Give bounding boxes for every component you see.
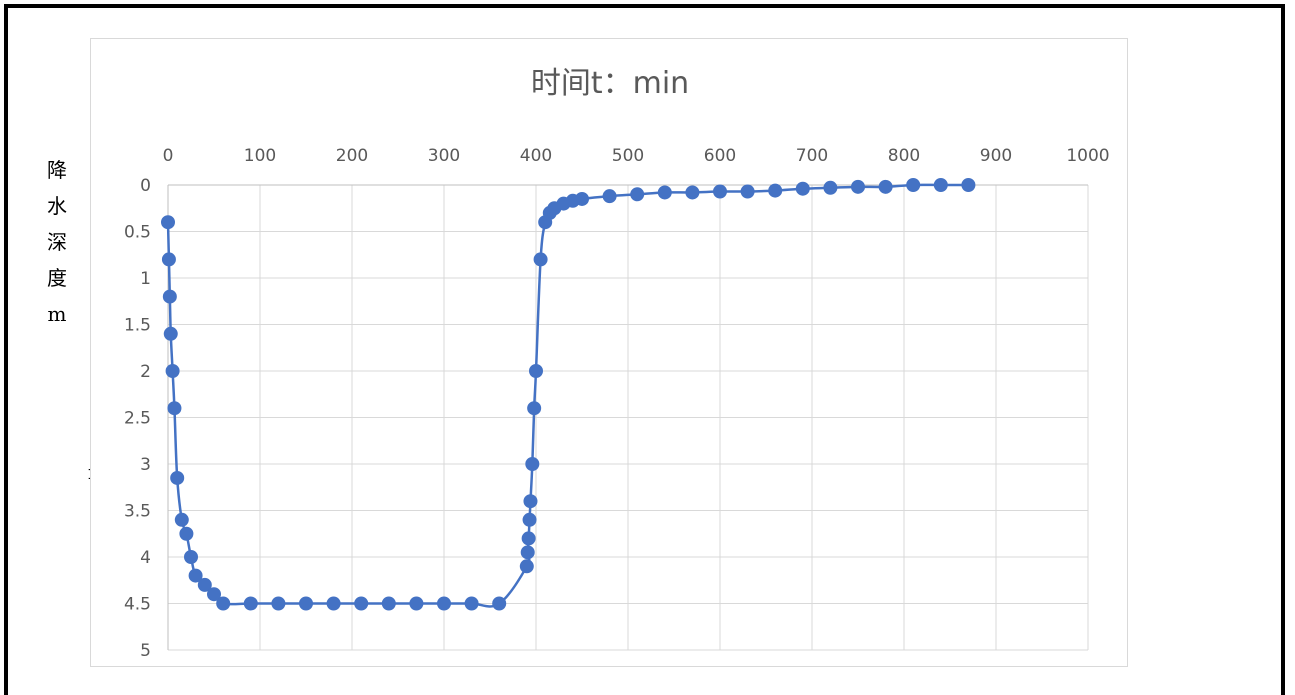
x-tick-label: 600 [704,146,736,166]
chart-area: 时间t：min 0 100 200 300 400 500 600 700 800 900 1000… [90,38,1128,667]
data-point [795,181,810,196]
y-tick-label: 0.5 [124,223,151,243]
data-point [161,215,175,230]
data-point [685,185,700,200]
data-point [961,178,976,192]
y-axis-label-char: m [47,302,67,326]
x-tick-label: 200 [336,146,368,166]
data-point [492,596,507,611]
chart-svg: 时间t：min 0 100 200 300 400 500 600 700 800 900 1000… [124,66,1110,661]
data-point [521,531,536,546]
data-point [207,587,221,602]
data-point [188,568,203,583]
data-point [174,512,189,527]
x-tick-label: 700 [796,146,828,166]
data-point [381,596,396,611]
data-point [657,185,672,200]
data-point [299,596,313,611]
data-point [529,364,543,378]
data-point [740,184,755,199]
series-layer [161,178,976,611]
data-point [525,457,540,471]
data-point [162,289,177,304]
data-point [527,401,542,416]
data-point [933,178,948,192]
data-point [533,252,548,267]
data-point [575,191,589,206]
x-tick-label: 1000 [1066,146,1109,166]
x-tick-label: 0 [163,146,174,166]
data-point [437,596,451,611]
data-point [906,178,921,192]
data-point [354,596,369,611]
series-line [166,183,969,608]
chart-title: 时间t：min [531,66,689,101]
data-point [520,545,535,560]
y-tick-label: 1.5 [124,316,151,336]
y-tick-label: 4 [140,548,151,568]
data-point [243,596,258,611]
y-tick-label: 2.5 [124,409,151,429]
y-tick-label: 3.5 [124,502,151,522]
grid-lines [167,184,1089,651]
x-tick-labels: 0 100 200 300 400 500 600 700 800 900 1000 [163,146,1110,166]
page-frame [4,4,1285,695]
data-point [630,187,645,202]
data-point [713,184,727,199]
y-axis-label-char: 水 [47,194,67,218]
x-tick-label: 300 [428,146,460,166]
data-point [878,179,893,194]
data-point [179,526,194,541]
data-point [519,559,534,574]
data-point [326,596,341,611]
y-tick-labels: 0 0.5 1 1.5 2 2.5 3 3.5 4 4.5 5 [124,176,151,661]
y-tick-label: 5 [140,641,151,661]
y-tick-label: 3 [140,455,151,475]
y-tick-label: 2 [140,362,151,382]
x-tick-label: 800 [888,146,920,166]
data-point [768,183,783,198]
data-point [823,180,838,195]
data-point [170,470,185,485]
x-tick-label: 400 [520,146,552,166]
x-tick-label: 500 [612,146,644,166]
y-tick-label: 1 [140,269,151,289]
y-axis-label-char: 降 [47,158,67,182]
data-point [464,596,479,611]
data-point [163,326,178,341]
data-point [167,401,182,416]
data-point [602,189,617,204]
y-axis-label-char: 度 [47,266,67,290]
y-tick-label: 0 [140,176,151,196]
data-point [409,596,424,611]
data-point [184,550,198,564]
x-tick-label: 100 [244,146,276,166]
data-point [522,512,537,527]
data-point [851,179,865,194]
data-point [197,577,212,592]
y-axis-label: 降 水 深 度 m [40,152,74,332]
data-point [161,252,176,267]
data-point [165,364,180,378]
data-point [216,596,231,611]
x-tick-label: 900 [980,146,1012,166]
data-point [523,494,538,509]
y-tick-label: 4.5 [124,595,151,615]
y-axis-label-char: 深 [47,230,67,254]
data-point [271,596,286,611]
